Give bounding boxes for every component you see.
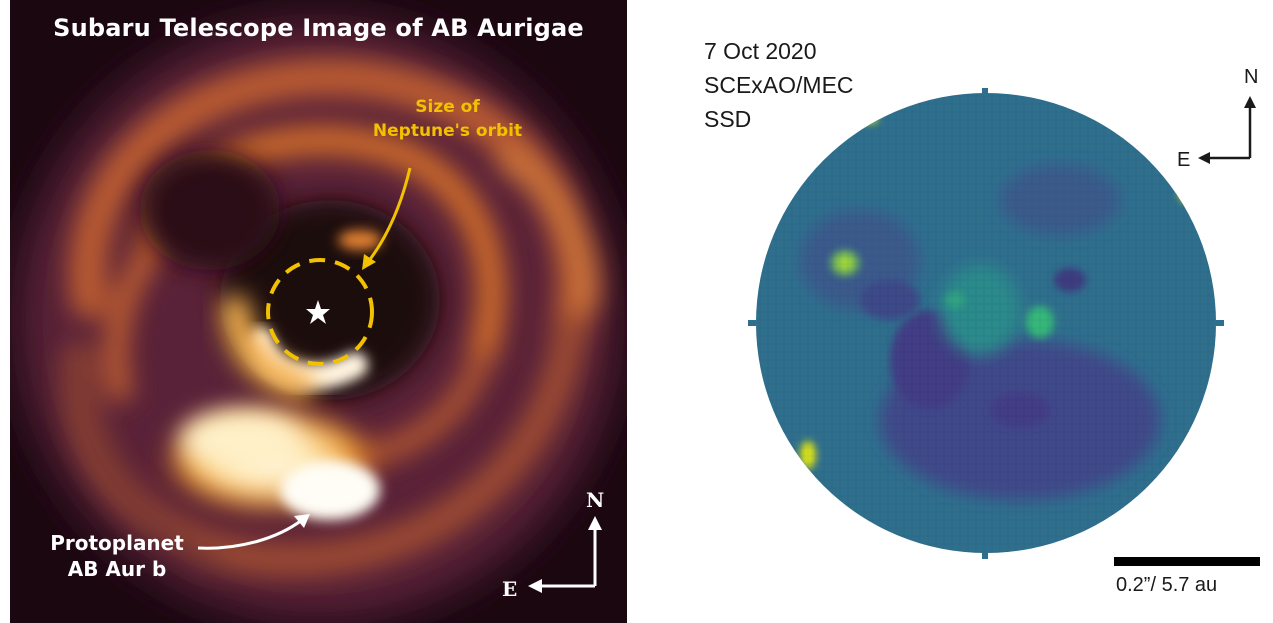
instrument-label: SCExAO/MEC (704, 72, 854, 98)
compass-arrows-left (528, 516, 602, 593)
planet-label-line1: Protoplanet (50, 531, 184, 555)
orbit-pointer-arrow (366, 167, 412, 263)
observation-date: 7 Oct 2020 (704, 38, 817, 64)
planet-pointer-arrow (197, 518, 303, 550)
subaru-image-panel: Subaru Telescope Image of AB Aurigae Siz… (10, 0, 627, 623)
planet-label-line2: AB Aur b (67, 557, 167, 581)
viridis-disk (756, 93, 1216, 553)
neptune-label-line2: Neptune's orbit (372, 121, 523, 141)
protoplanet-label: Protoplanet AB Aur b (22, 530, 212, 582)
neptune-orbit-label: Size of Neptune's orbit (360, 95, 535, 143)
scale-bar-label: 0.2”/ 5.7 au (1116, 574, 1218, 596)
north-label-right: N (1244, 66, 1259, 88)
compass-arrows-right (1198, 96, 1256, 164)
neptune-orbit-circle (266, 258, 374, 366)
scale-bar (1114, 557, 1260, 566)
subaru-disk-image (10, 0, 627, 623)
image-title: Subaru Telescope Image of AB Aurigae (53, 14, 584, 42)
mec-image-panel: 7 Oct 2020 SCExAO/MEC SSD N E 0.2”/ 5.7 … (640, 0, 1273, 623)
north-label-left: N (586, 488, 605, 512)
east-label-right: E (1177, 149, 1191, 171)
mec-disk-image (748, 88, 1256, 559)
east-label-left: E (502, 577, 518, 601)
neptune-label-line1: Size of (415, 97, 480, 117)
method-label: SSD (704, 106, 752, 132)
star-icon (306, 300, 330, 324)
